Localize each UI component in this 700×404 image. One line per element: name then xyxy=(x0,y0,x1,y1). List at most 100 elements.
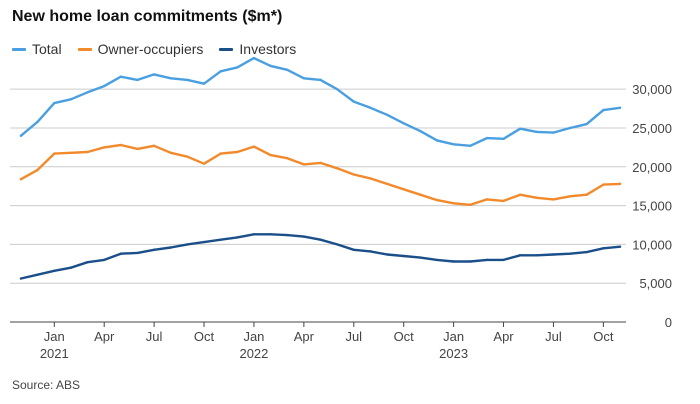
data-point-owner-occupiers xyxy=(518,193,522,196)
data-point-investors xyxy=(485,258,489,262)
data-point-investors xyxy=(602,247,605,250)
data-point-owner-occupiers xyxy=(502,199,505,203)
data-point-investors xyxy=(502,258,505,262)
data-point-total xyxy=(69,98,73,101)
y-tick-label: 10,000 xyxy=(632,237,672,252)
data-point-investors xyxy=(19,277,23,280)
data-point-owner-occupiers xyxy=(36,168,39,172)
x-tick-label: Oct xyxy=(194,329,215,344)
data-point-total xyxy=(585,122,588,126)
data-point-total xyxy=(469,144,472,148)
data-point-owner-occupiers xyxy=(286,157,289,160)
data-point-total xyxy=(502,137,505,141)
data-point-total xyxy=(452,143,455,146)
data-point-total xyxy=(286,68,289,71)
data-point-total xyxy=(385,113,389,116)
data-point-owner-occupiers xyxy=(385,182,389,186)
data-point-investors xyxy=(535,254,539,257)
data-point-total xyxy=(36,120,39,123)
y-tick-label: 30,000 xyxy=(632,82,672,97)
data-point-owner-occupiers xyxy=(236,150,239,154)
data-point-investors xyxy=(286,233,289,237)
data-point-total xyxy=(19,134,23,137)
data-point-total xyxy=(419,129,422,133)
data-point-investors xyxy=(302,235,306,238)
data-point-total xyxy=(119,75,123,78)
data-point-owner-occupiers xyxy=(302,163,306,166)
data-point-investors xyxy=(618,245,622,248)
y-tick-label: 25,000 xyxy=(632,121,672,136)
series-line-total xyxy=(19,56,622,147)
data-point-total xyxy=(352,100,355,103)
data-point-investors xyxy=(36,273,39,276)
legend-label-investors: Investors xyxy=(239,41,297,57)
data-point-total xyxy=(102,84,106,88)
data-point-owner-occupiers xyxy=(169,151,172,155)
legend-label-owner-occupiers: Owner-occupiers xyxy=(97,41,204,57)
data-point-investors xyxy=(568,252,572,255)
chart-legend: Total Owner-occupiers Investors xyxy=(12,41,296,57)
data-point-owner-occupiers xyxy=(335,167,339,170)
y-tick-label: 15,000 xyxy=(632,199,672,214)
y-tick-label: 20,000 xyxy=(632,160,672,175)
data-point-owner-occupiers xyxy=(535,196,539,200)
chart-title: New home loan commitments ($m*) xyxy=(12,8,283,25)
data-point-investors xyxy=(119,252,123,255)
x-tick-label: Jan xyxy=(443,329,464,344)
data-point-investors xyxy=(585,250,588,254)
data-point-total xyxy=(302,77,306,80)
x-tick-year-label: 2022 xyxy=(239,346,268,361)
x-tick-label: Apr xyxy=(94,329,115,344)
x-tick-year-label: 2023 xyxy=(439,346,468,361)
legend-label-total: Total xyxy=(32,41,62,57)
data-point-investors xyxy=(435,258,439,262)
data-point-owner-occupiers xyxy=(602,183,605,186)
data-point-investors xyxy=(352,248,355,252)
data-point-owner-occupiers xyxy=(419,193,422,196)
y-tick-label: 0 xyxy=(665,315,672,330)
data-point-investors xyxy=(518,254,522,257)
x-tick-label: Jul xyxy=(345,329,362,344)
data-point-owner-occupiers xyxy=(86,150,89,154)
data-point-total xyxy=(335,87,339,91)
data-point-total xyxy=(369,106,372,109)
x-tick-label: Oct xyxy=(394,329,415,344)
data-point-owner-occupiers xyxy=(102,146,106,149)
data-point-total xyxy=(169,77,172,80)
series-line-owner-occupiers xyxy=(19,143,622,206)
data-point-total xyxy=(186,78,189,82)
data-point-owner-occupiers xyxy=(269,153,272,157)
data-point-investors xyxy=(136,251,139,255)
data-point-owner-occupiers xyxy=(252,145,256,148)
legend-item-owner-occupiers: Owner-occupiers xyxy=(77,41,204,57)
data-point-investors xyxy=(102,258,106,262)
data-point-investors xyxy=(86,261,89,264)
data-point-owner-occupiers xyxy=(369,177,372,180)
data-point-total xyxy=(219,70,222,73)
data-point-investors xyxy=(186,243,189,246)
x-tick-label: Jan xyxy=(243,329,264,344)
data-point-investors xyxy=(252,233,256,236)
data-point-total xyxy=(518,127,522,130)
data-point-investors xyxy=(419,256,422,259)
data-point-owner-occupiers xyxy=(202,162,206,165)
data-point-total xyxy=(319,78,322,82)
data-point-owner-occupiers xyxy=(585,193,588,196)
data-point-total xyxy=(402,122,405,125)
data-point-owner-occupiers xyxy=(568,195,572,198)
data-point-total xyxy=(202,82,206,85)
legend-item-investors: Investors xyxy=(219,41,296,57)
y-tick-label: 5,000 xyxy=(639,276,672,291)
source-note: Source: ABS xyxy=(12,378,81,392)
data-point-investors xyxy=(269,233,272,236)
data-point-total xyxy=(86,91,89,94)
x-tick-label: Jul xyxy=(545,329,562,344)
data-point-investors xyxy=(169,246,172,249)
data-point-owner-occupiers xyxy=(618,182,622,186)
data-point-total xyxy=(136,78,139,82)
data-point-owner-occupiers xyxy=(53,152,56,155)
data-point-owner-occupiers xyxy=(319,161,322,165)
data-point-owner-occupiers xyxy=(186,155,189,158)
data-point-total xyxy=(535,130,539,134)
